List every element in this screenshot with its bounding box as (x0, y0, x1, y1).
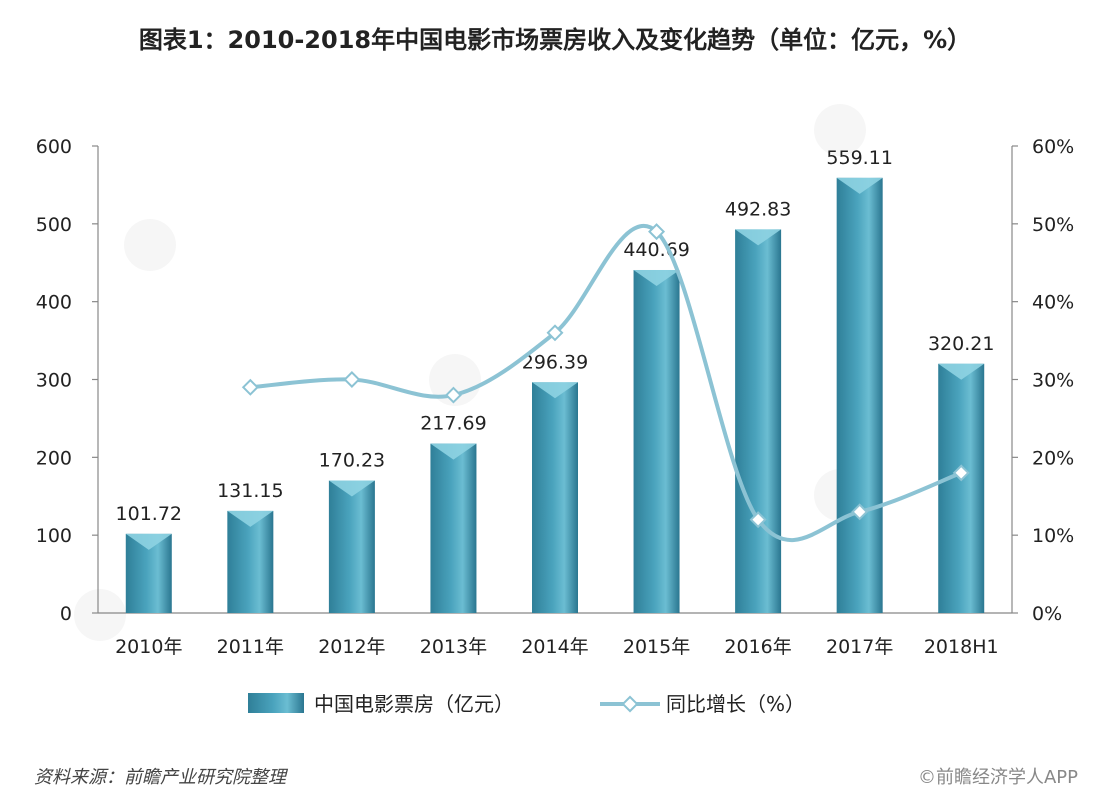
bar (735, 229, 782, 613)
x-tick-label: 2012年 (318, 636, 385, 658)
growth-point (546, 324, 564, 342)
bar-cap (430, 443, 477, 460)
y2-tick-label: 20% (1032, 447, 1074, 469)
bar-cap (227, 510, 274, 527)
legend-line-marker (621, 695, 639, 713)
growth-point (648, 223, 666, 241)
y-tick-label: 500 (36, 214, 72, 236)
bar-cap (532, 382, 578, 399)
bar-value-label: 559.11 (826, 147, 892, 169)
growth-point (241, 378, 259, 396)
bar-value-label: 296.39 (522, 351, 588, 373)
watermark-logo (124, 219, 176, 271)
y-tick-label: 200 (36, 447, 72, 469)
bar-cap (328, 480, 375, 497)
bar (227, 510, 274, 613)
x-tick-label: 2018H1 (924, 636, 999, 658)
bar-value-label: 217.69 (420, 413, 486, 435)
legend-bar-label: 中国电影票房（亿元） (314, 692, 514, 716)
y2-tick-label: 30% (1032, 370, 1074, 392)
bar (430, 443, 477, 613)
growth-line (250, 223, 962, 543)
x-tick-label: 2014年 (521, 636, 588, 658)
y-tick-label: 600 (36, 136, 72, 158)
y-tick-label: 0 (60, 603, 72, 625)
y2-tick-label: 40% (1032, 292, 1074, 314)
y-tick-label: 100 (36, 525, 72, 547)
bar (532, 382, 578, 613)
bar (633, 269, 680, 613)
y2-tick-label: 60% (1032, 136, 1074, 158)
growth-point (343, 371, 361, 388)
bar (938, 363, 985, 613)
bar-value-label: 101.72 (116, 503, 182, 525)
bar-value-label: 440.69 (623, 239, 689, 261)
growth-point (851, 503, 869, 521)
credit-note: ©前瞻经济学人APP (918, 767, 1078, 788)
bar-cap (125, 533, 172, 550)
y2-tick-label: 0% (1032, 603, 1062, 625)
bar-value-label: 320.21 (928, 333, 994, 355)
bar-value-label: 170.23 (319, 450, 385, 472)
y2-tick-label: 50% (1032, 214, 1074, 236)
x-tick-label: 2017年 (826, 636, 893, 658)
x-tick-label: 2011年 (217, 636, 284, 658)
y-tick-label: 300 (36, 370, 72, 392)
chart-title: 图表1：2010-2018年中国电影市场票房收入及变化趋势（单位：亿元，%） (139, 26, 971, 54)
x-tick-label: 2015年 (623, 636, 690, 658)
growth-point (952, 464, 970, 482)
bar-cap (836, 177, 883, 194)
legend-bar-swatch (248, 693, 304, 713)
bar-value-label: 131.15 (217, 480, 283, 502)
growth-point (749, 511, 767, 529)
x-tick-label: 2010年 (115, 636, 182, 658)
watermark-logo (74, 589, 126, 641)
bar-cap (938, 363, 985, 380)
x-tick-label: 2013年 (420, 636, 487, 658)
legend-line-label: 同比增长（%） (666, 692, 805, 716)
y2-tick-label: 10% (1032, 525, 1074, 547)
bar (328, 480, 375, 613)
y-tick-label: 400 (36, 292, 72, 314)
bar (836, 177, 883, 613)
bar-value-label: 492.83 (725, 198, 791, 220)
x-tick-label: 2016年 (724, 636, 791, 658)
source-note: 资料来源：前瞻产业研究院整理 (34, 767, 289, 788)
growth-point (444, 386, 462, 404)
bar-cap (735, 229, 782, 246)
bar-cap (633, 269, 680, 286)
